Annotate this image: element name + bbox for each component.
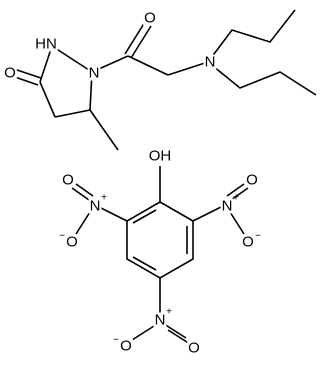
label-background [153,312,167,328]
label-background [88,198,102,214]
charge-label: + [101,193,107,204]
atom-label: N [222,198,233,215]
label-background [245,172,259,188]
label-background [143,10,157,26]
label-background [61,172,75,188]
charge-label: + [233,193,239,204]
label-background [34,36,58,52]
atom-label: N [155,312,166,329]
atom-label: O [120,338,132,355]
label-background [3,65,17,81]
label-background [220,198,234,214]
charge-label: − [255,231,261,242]
label-background [87,65,101,81]
label-background [203,54,217,70]
atom-label: O [4,65,16,82]
label-background [147,148,173,164]
atom-label: OH [149,148,172,165]
label-background [241,234,255,250]
atom-label: N [205,54,216,71]
atom-label: HN [35,36,57,53]
charge-label: + [166,307,172,318]
bonds [11,9,317,345]
atom-label: O [144,10,156,27]
atom-label: O [242,234,254,251]
atom-label: O [188,340,200,357]
charge-label: − [113,335,119,346]
label-background [119,338,133,354]
atom-label: O [62,172,74,189]
atom-label: O [246,172,258,189]
charge-label: − [59,231,65,242]
label-background [187,340,201,356]
atom-labels: O HN N O N OH N + O O − N + O O − N + O … [3,10,261,357]
atom-label: N [89,65,100,82]
atom-label: N [90,198,101,215]
label-background [65,234,79,250]
atom-label: O [66,234,78,251]
